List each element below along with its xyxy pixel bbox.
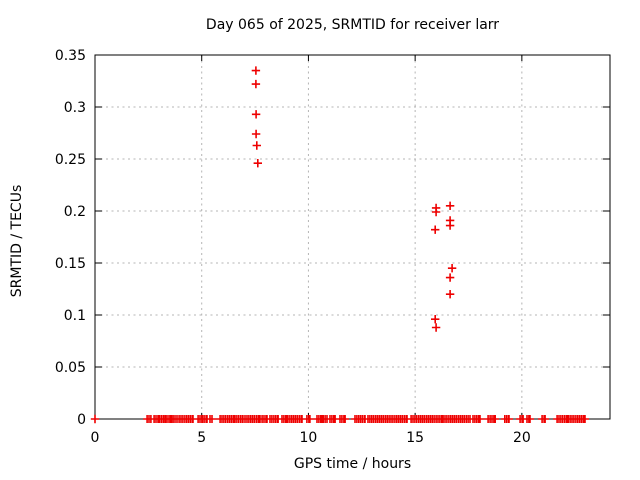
- data-point: [253, 159, 262, 168]
- data-point: [252, 141, 261, 150]
- data-point: [431, 323, 441, 332]
- data-point: [445, 290, 455, 299]
- data-point: [445, 221, 455, 230]
- y-tick-label: 0.2: [64, 204, 86, 220]
- plot-border: [94, 54, 611, 420]
- data-point: [431, 315, 440, 324]
- x-tick-label: 20: [513, 430, 531, 446]
- x-tick-label: 5: [197, 430, 206, 446]
- data-point: [251, 66, 261, 75]
- y-tick-label: 0.1: [64, 308, 86, 324]
- data-point: [445, 273, 455, 282]
- baseline-points: [143, 415, 589, 423]
- y-tick-label: 0.3: [64, 100, 86, 116]
- y-tick-label: 0: [77, 412, 86, 428]
- x-tick-label: 10: [300, 430, 318, 446]
- data-point: [251, 79, 261, 89]
- x-axis-label: GPS time / hours: [293, 456, 412, 472]
- data-point: [90, 414, 100, 424]
- data-point: [447, 264, 457, 273]
- chart-title: Day 065 of 2025, SRMTID for receiver lar…: [205, 17, 500, 33]
- data-point: [445, 201, 455, 210]
- x-tick-label: 0: [91, 430, 100, 446]
- x-tick-label: 15: [406, 430, 424, 446]
- data-point: [251, 129, 261, 139]
- axis-ticks: [94, 54, 610, 420]
- y-tick-label: 0.05: [55, 360, 86, 376]
- y-tick-label: 0.25: [55, 152, 86, 168]
- data-point: [251, 110, 261, 119]
- data-point: [431, 207, 441, 217]
- y-tick-label: 0.35: [55, 48, 86, 64]
- data-point: [431, 225, 440, 234]
- y-tick-label: 0.15: [55, 256, 86, 272]
